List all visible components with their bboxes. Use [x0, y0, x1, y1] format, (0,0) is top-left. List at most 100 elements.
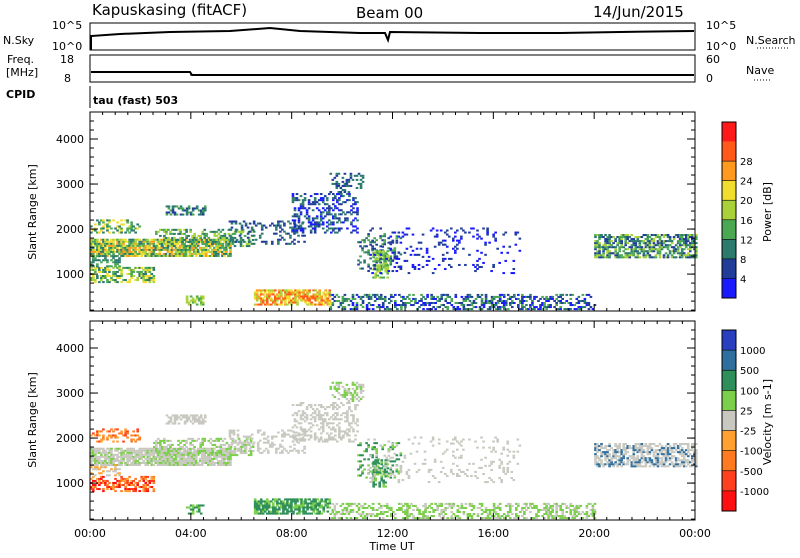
- power-cell: [635, 242, 638, 244]
- power-cell: [204, 205, 207, 207]
- velocity-cell: [229, 456, 232, 458]
- velocity-cell: [173, 454, 176, 456]
- power-cell: [352, 294, 355, 296]
- power-cell: [138, 225, 141, 227]
- velocity-cell: [259, 440, 262, 442]
- power-cell: [492, 266, 495, 268]
- power-cell: [521, 308, 524, 310]
- velocity-cell: [314, 420, 317, 422]
- velocity-cell: [114, 490, 117, 492]
- velocity-cell: [316, 509, 319, 511]
- power-cell: [504, 232, 507, 234]
- power-cell: [283, 231, 286, 233]
- power-cell: [386, 254, 389, 256]
- power-cell: [649, 236, 652, 238]
- velocity-cell: [271, 438, 274, 440]
- power-cell: [102, 221, 105, 223]
- power-cell: [338, 219, 341, 221]
- power-cell: [163, 235, 166, 237]
- power-cell: [428, 304, 431, 306]
- power-cell: [486, 230, 489, 232]
- power-cell: [500, 252, 503, 254]
- power-cell: [194, 300, 197, 302]
- power-cell: [199, 235, 202, 237]
- power-cell: [224, 233, 227, 235]
- velocity-cell: [296, 500, 299, 502]
- velocity-cell: [134, 486, 137, 488]
- power-cell: [316, 201, 319, 203]
- power-cell: [626, 238, 629, 240]
- power-cell: [225, 251, 228, 253]
- power-cell: [114, 265, 117, 267]
- velocity-cell: [294, 502, 297, 504]
- power-cell: [647, 238, 650, 240]
- power-cell: [480, 266, 483, 268]
- power-cell: [108, 225, 111, 227]
- power-cell: [304, 207, 307, 209]
- power-cell: [236, 239, 239, 241]
- power-cell: [482, 262, 485, 264]
- power-cell: [416, 248, 419, 250]
- velocity-cell: [112, 441, 115, 443]
- power-cell: [235, 241, 238, 243]
- power-cell: [408, 294, 411, 296]
- velocity-cell: [177, 444, 180, 446]
- power-cell: [186, 295, 189, 297]
- velocity-cell: [114, 482, 117, 484]
- power-cell: [382, 250, 385, 252]
- power-cell: [461, 302, 464, 304]
- velocity-cell: [110, 428, 113, 430]
- power-cell: [372, 260, 375, 262]
- power-cell: [511, 300, 514, 302]
- power-cell: [659, 250, 662, 252]
- velocity-cell: [354, 408, 357, 410]
- power-cell: [350, 185, 353, 187]
- power-cell: [400, 266, 403, 268]
- power-cell: [468, 232, 471, 234]
- power-cell: [245, 225, 248, 227]
- power-cell: [219, 249, 222, 251]
- power-cell: [320, 219, 323, 221]
- power-cell: [130, 273, 133, 275]
- power-cell: [444, 240, 447, 242]
- velocity-cell: [338, 434, 341, 436]
- power-cell: [142, 277, 145, 279]
- power-cell: [432, 258, 435, 260]
- power-cell: [112, 219, 115, 221]
- velocity-cell: [356, 404, 359, 406]
- velocity-cell: [140, 452, 143, 454]
- power-cell: [294, 219, 297, 221]
- velocity-cell: [124, 428, 127, 430]
- velocity-cell: [220, 452, 223, 454]
- power-cell: [265, 241, 268, 243]
- velocity-cell: [304, 428, 307, 430]
- power-cell: [272, 291, 275, 293]
- power-cell: [120, 281, 123, 283]
- velocity-cell: [120, 490, 123, 492]
- power-cell: [679, 242, 682, 244]
- velocity-cell: [352, 398, 355, 400]
- velocity-cell: [352, 418, 355, 420]
- velocity-cell: [199, 446, 202, 448]
- power-cell: [202, 302, 205, 304]
- power-cell: [262, 297, 265, 299]
- power-cell: [626, 248, 629, 250]
- power-cell: [120, 230, 123, 232]
- power-cell: [222, 245, 225, 247]
- power-cell: [356, 211, 359, 213]
- power-cell: [384, 252, 387, 254]
- power-cell: [153, 279, 156, 281]
- power-cell: [235, 221, 238, 223]
- power-cell: [481, 300, 484, 302]
- power-cell: [535, 296, 538, 298]
- velocity-cell: [153, 480, 156, 482]
- power-cell: [130, 223, 133, 225]
- velocity-cell: [221, 454, 224, 456]
- y-tick-label: 4000: [56, 133, 84, 146]
- power-cell: [476, 260, 479, 262]
- power-cell: [262, 293, 265, 295]
- power-colorbar-label: Power [dB]: [761, 182, 774, 242]
- power-cell: [94, 223, 97, 225]
- velocity-cell: [324, 500, 327, 502]
- power-cell: [350, 300, 353, 302]
